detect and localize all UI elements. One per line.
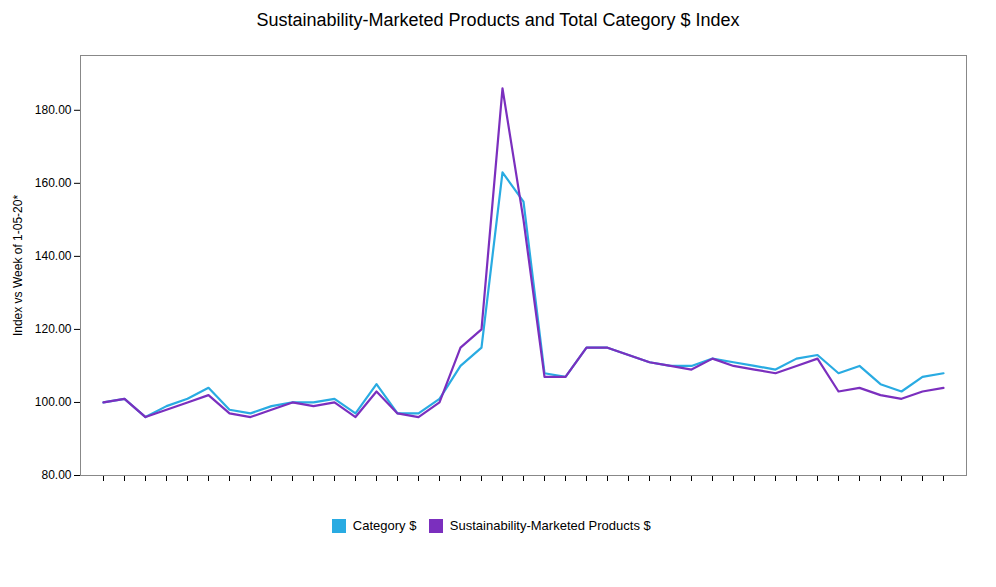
html-text:Sustainability-Marketed Produc: Sustainability-Marketed Products and Tot… [256, 10, 740, 30]
svg-text:120.00: 120.00 [35, 322, 72, 336]
svg-text:160.00: 160.00 [35, 176, 72, 190]
svg-text:100.00: 100.00 [35, 395, 72, 409]
svg-text:Index vs Week of 1-05-20*: Index vs Week of 1-05-20* [11, 195, 25, 337]
html-text:Category $: Category $ [352, 518, 417, 533]
svg-text:80.00: 80.00 [41, 468, 71, 482]
html-text:Sustainability-Marketed Produc: Sustainability-Marketed Products $ [449, 518, 651, 533]
svg-text:140.00: 140.00 [35, 249, 72, 263]
svg-text:180.00: 180.00 [35, 103, 72, 117]
